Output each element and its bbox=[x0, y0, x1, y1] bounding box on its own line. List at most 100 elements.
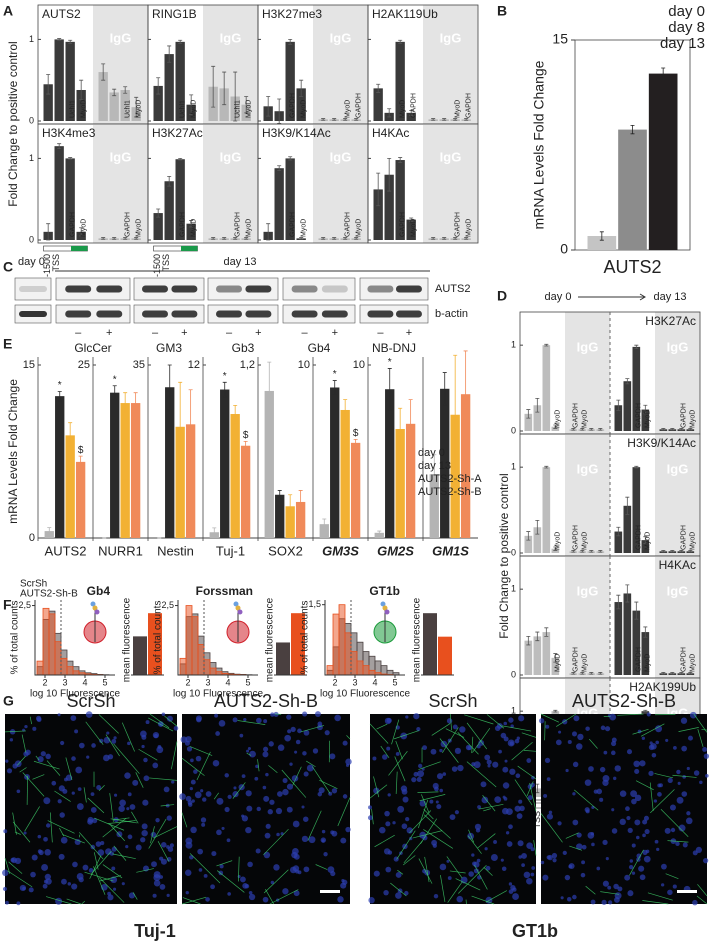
neurite bbox=[471, 736, 474, 754]
neurite bbox=[263, 828, 289, 856]
nucleus bbox=[270, 880, 275, 885]
bar-label: MyoD bbox=[645, 654, 652, 672]
nucleus bbox=[642, 833, 646, 838]
nucleus bbox=[60, 740, 65, 746]
histogram-bar bbox=[36, 660, 44, 676]
bar-label: GAPDH bbox=[290, 93, 297, 118]
nucleus bbox=[515, 773, 521, 779]
sign: – bbox=[75, 327, 82, 339]
bar-label: MyoD bbox=[400, 100, 407, 118]
nucleus bbox=[512, 893, 519, 900]
nucleus bbox=[611, 808, 615, 812]
histogram-bar bbox=[338, 604, 346, 676]
nucleus bbox=[72, 861, 78, 868]
bar-label: GAPDH bbox=[411, 93, 418, 118]
bar bbox=[98, 72, 108, 121]
y-tick-label: 1 bbox=[511, 706, 516, 716]
nucleus bbox=[406, 827, 413, 834]
nucleus bbox=[645, 849, 650, 854]
nucleus bbox=[624, 874, 631, 881]
nucleus bbox=[478, 739, 485, 746]
nucleus bbox=[242, 882, 249, 889]
bar bbox=[405, 423, 416, 538]
nucleus bbox=[379, 826, 386, 834]
igg-region bbox=[655, 312, 700, 434]
band bbox=[171, 285, 198, 293]
nucleus bbox=[276, 791, 283, 797]
error-bar bbox=[598, 672, 603, 675]
neurite bbox=[466, 761, 497, 788]
bar bbox=[450, 414, 460, 538]
neurite bbox=[412, 830, 443, 839]
nucleus bbox=[106, 731, 110, 735]
histogram-bar bbox=[362, 665, 370, 676]
nucleus bbox=[32, 726, 37, 731]
nucleus bbox=[685, 817, 693, 825]
nucleus bbox=[507, 739, 515, 747]
nucleus bbox=[643, 855, 651, 863]
nucleus bbox=[248, 893, 256, 901]
neurite bbox=[654, 773, 674, 779]
time-start: day 0 bbox=[545, 291, 572, 303]
neurite bbox=[431, 723, 451, 736]
nucleus bbox=[303, 866, 310, 873]
blot bbox=[133, 277, 205, 301]
tss-box bbox=[71, 246, 88, 251]
igg-label: IgG bbox=[440, 30, 462, 45]
bar-label: MyoD bbox=[455, 100, 462, 118]
nucleus bbox=[611, 828, 618, 834]
error-bar bbox=[535, 519, 540, 535]
error-bar bbox=[167, 45, 172, 63]
histogram-bar bbox=[179, 657, 187, 676]
neurite bbox=[635, 780, 654, 791]
y-tick-label: 10 bbox=[353, 359, 365, 371]
nucleus bbox=[196, 717, 202, 723]
neurite bbox=[87, 797, 105, 814]
neurite bbox=[102, 817, 127, 838]
neurite bbox=[265, 889, 274, 905]
igg-region bbox=[565, 434, 610, 556]
sign: + bbox=[332, 327, 338, 339]
nucleus bbox=[646, 712, 651, 717]
error-bar bbox=[553, 709, 558, 713]
error-bar bbox=[625, 378, 630, 385]
bar bbox=[175, 159, 185, 240]
nucleus bbox=[61, 878, 67, 885]
error-bar bbox=[580, 550, 585, 553]
neurite bbox=[181, 812, 188, 828]
nucleus bbox=[121, 882, 125, 886]
nucleus bbox=[518, 799, 523, 804]
nucleus bbox=[601, 899, 607, 905]
subplot-title: Forssman bbox=[196, 584, 253, 598]
nucleus bbox=[619, 818, 626, 826]
nucleus bbox=[194, 791, 202, 799]
neurite bbox=[7, 870, 33, 888]
nucleus bbox=[308, 836, 316, 844]
nucleus bbox=[590, 899, 596, 905]
nucleus bbox=[509, 768, 516, 775]
nucleus bbox=[82, 864, 89, 871]
neurite bbox=[402, 855, 416, 866]
neurite bbox=[62, 834, 85, 844]
nucleus bbox=[16, 789, 21, 794]
nucleus bbox=[211, 851, 217, 857]
neurite bbox=[79, 832, 104, 860]
neurite bbox=[474, 864, 488, 890]
nucleus bbox=[602, 779, 609, 786]
nucleus bbox=[318, 787, 325, 794]
neurite bbox=[22, 772, 45, 797]
error-bar bbox=[277, 98, 282, 124]
bar bbox=[395, 160, 405, 240]
nucleus bbox=[62, 788, 68, 794]
bar-label: MyoD bbox=[246, 219, 253, 237]
legend-entry: AUTS2-Sh-B bbox=[418, 486, 482, 498]
bar-label: MyoD bbox=[582, 410, 589, 428]
subplot-title: H4KAc bbox=[659, 558, 696, 572]
neurite bbox=[391, 719, 400, 745]
neurite bbox=[93, 852, 99, 870]
nucleus bbox=[517, 840, 524, 847]
nucleus bbox=[203, 873, 208, 878]
bar bbox=[533, 636, 542, 675]
nucleus bbox=[699, 780, 703, 785]
nucleus bbox=[404, 890, 409, 896]
